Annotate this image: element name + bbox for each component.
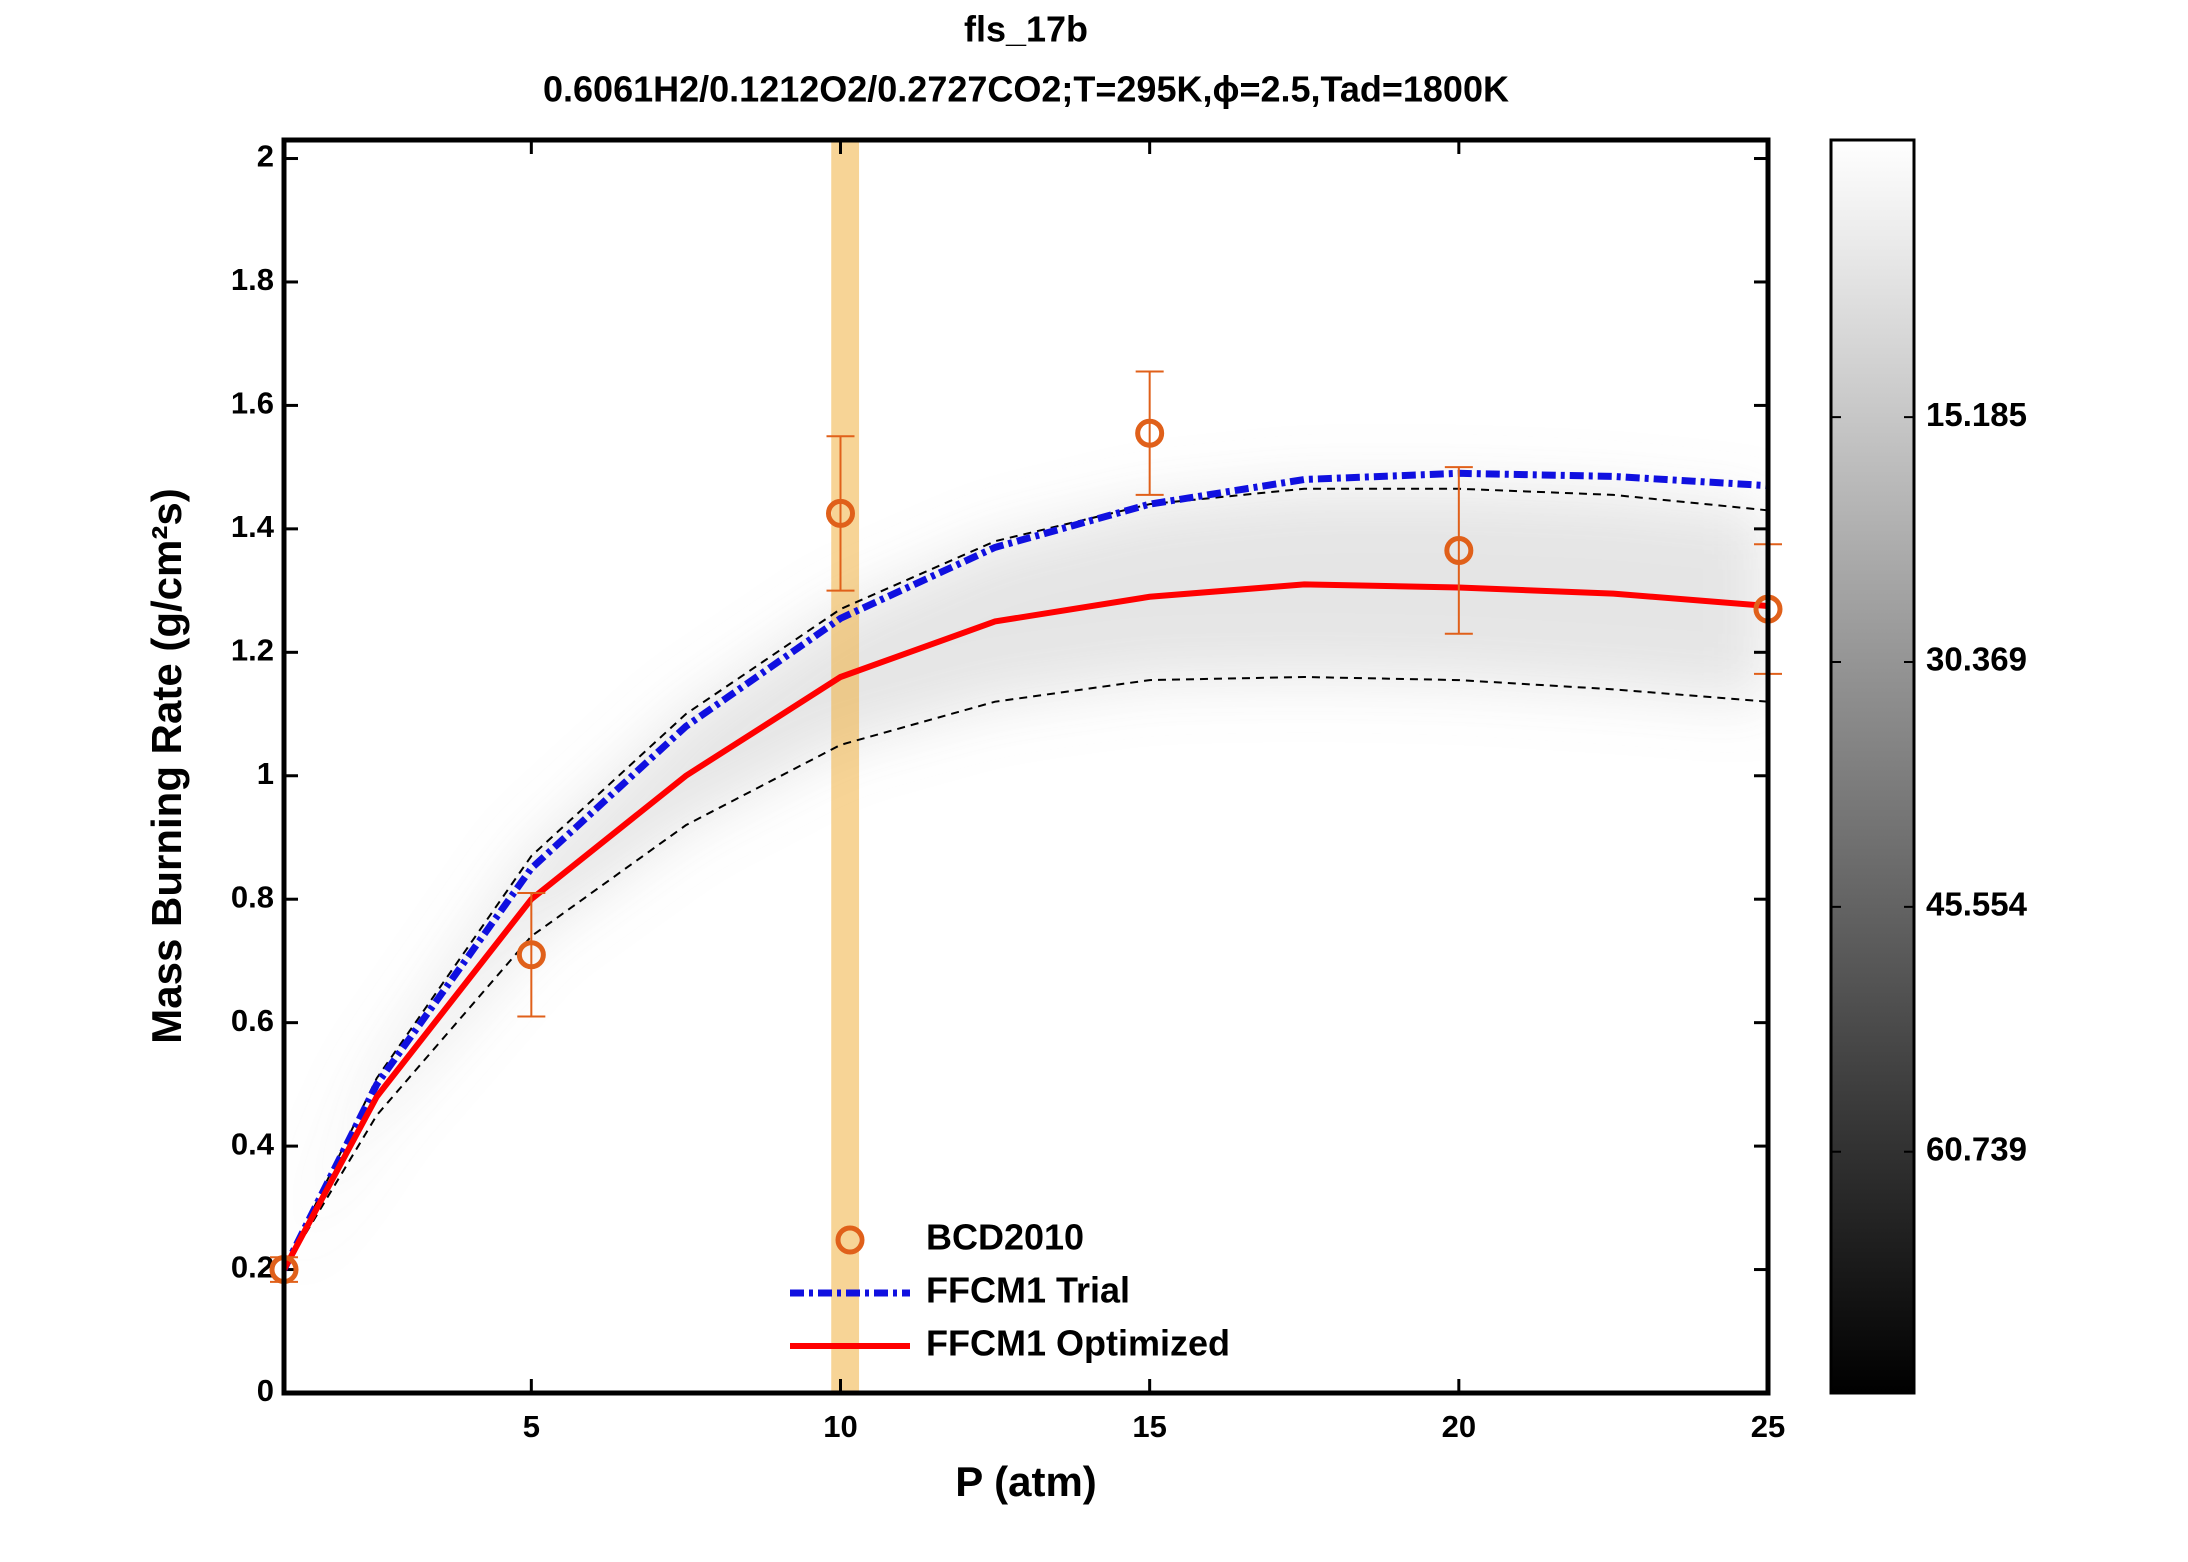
chart-subtitle: 0.6061H2/0.1212O2/0.2727CO2;T=295K,ϕ=2.5…	[543, 69, 1509, 110]
bound-line	[284, 675, 1768, 1271]
colorbar-tick-label: 15.185	[1926, 396, 2027, 433]
y-tick-label: 1.8	[231, 262, 274, 297]
chart-title: fls_17b	[964, 9, 1088, 50]
legend-label: FFCM1 Optimized	[926, 1323, 1230, 1364]
y-tick-label: 0.4	[231, 1126, 275, 1161]
y-tick-label: 1	[257, 756, 274, 791]
data-point	[516, 940, 546, 970]
x-axis-label: P (atm)	[955, 1458, 1097, 1505]
y-tick-label: 0.8	[231, 879, 274, 914]
legend-label: BCD2010	[926, 1217, 1084, 1258]
highlight-band	[831, 140, 860, 1393]
error-bar	[1444, 466, 1473, 635]
y-tick-label: 1.2	[231, 632, 274, 667]
bound-line	[284, 487, 1768, 1270]
series-line	[284, 581, 1768, 1271]
colorbar-tick-label: 60.739	[1926, 1130, 2027, 1167]
x-tick-label: 5	[523, 1409, 540, 1444]
legend-label: FFCM1 Trial	[926, 1270, 1130, 1311]
error-bar	[517, 892, 546, 1018]
y-axis-label: Mass Burning Rate (g/cm²s)	[143, 488, 190, 1043]
error-bar	[826, 435, 855, 592]
y-tick-label: 2	[257, 139, 274, 174]
error-bar	[1135, 370, 1164, 496]
x-tick-label: 25	[1751, 1409, 1785, 1444]
data-point	[1135, 418, 1165, 448]
data-point	[1444, 535, 1474, 565]
legend-marker	[835, 1225, 865, 1255]
plot-frame	[281, 137, 1771, 1396]
colorbar-tick-label: 30.369	[1926, 641, 2027, 678]
data-point	[826, 498, 855, 528]
y-tick-label: 0	[257, 1373, 274, 1408]
x-tick-label: 10	[823, 1409, 857, 1444]
colorbar	[1829, 138, 1916, 1395]
y-tick-label: 1.4	[231, 509, 275, 544]
uncertainty-shade	[284, 488, 1768, 1270]
colorbar-tick-label: 45.554	[1926, 886, 2028, 923]
series-line	[284, 469, 1768, 1272]
y-tick-label: 1.6	[231, 386, 274, 421]
y-tick-label: 0.6	[231, 1003, 274, 1038]
x-tick-label: 20	[1442, 1409, 1476, 1444]
y-tick-label: 0.2	[231, 1250, 274, 1285]
x-tick-label: 15	[1132, 1409, 1166, 1444]
